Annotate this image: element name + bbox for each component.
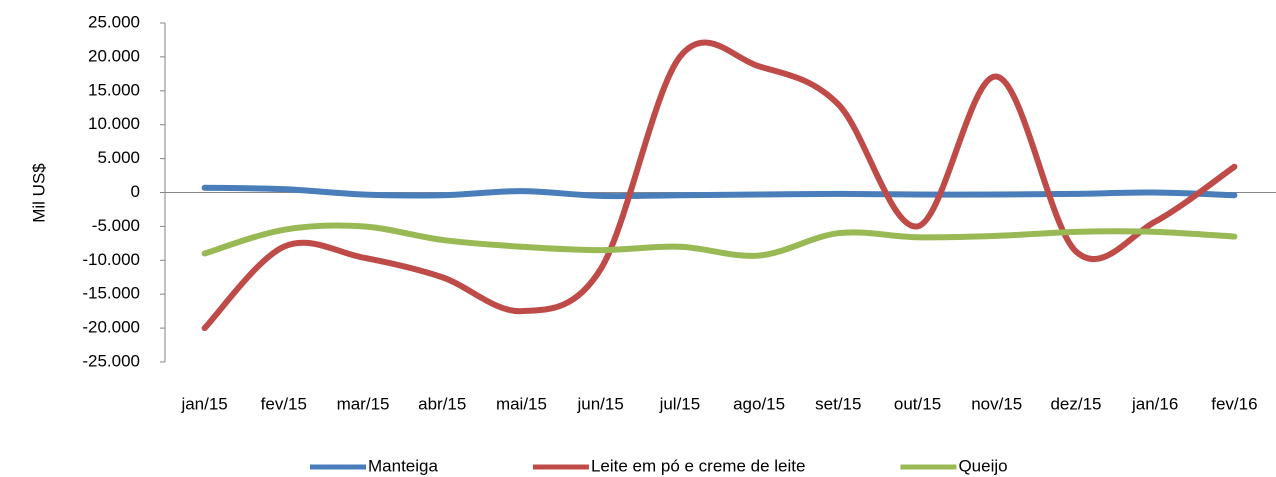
x-tick-label: dez/15 [1050,394,1101,413]
line [201,184,1238,200]
legend-label: Leite em pó e creme de leite [591,456,806,475]
x-tick-label: jan/16 [1131,394,1178,413]
line [201,222,1238,259]
y-tick-label: -10.000 [82,250,140,269]
x-tick-label: fev/16 [1211,394,1257,413]
x-tick-label: out/15 [894,394,941,413]
y-tick-label: -15.000 [82,284,140,303]
y-tick-label: 20.000 [88,46,140,65]
legend-label: Manteiga [368,456,438,475]
x-tick-label: fev/15 [261,394,307,413]
y-tick-label: 25.000 [88,12,140,31]
y-tick-label: -5.000 [92,216,140,235]
x-tick-label: ago/15 [733,394,785,413]
y-axis-label: Mil US$ [29,163,48,223]
y-tick-label: 10.000 [88,114,140,133]
x-tick-label: set/15 [815,394,861,413]
x-tick-label: mar/15 [337,394,390,413]
y-tick-label: -25.000 [82,351,140,370]
line [201,39,1238,332]
x-tick-label: nov/15 [971,394,1022,413]
y-tick-label: 0 [131,182,140,201]
x-tick-label: mai/15 [496,394,547,413]
y-tick-label: -20.000 [82,318,140,337]
y-tick-label: 5.000 [97,148,140,167]
x-tick-label: jun/15 [577,394,624,413]
x-tick-label: jul/15 [659,394,701,413]
x-tick-label: jan/15 [180,394,227,413]
legend-label: Queijo [958,456,1007,475]
x-tick-label: abr/15 [418,394,466,413]
y-tick-label: 15.000 [88,80,140,99]
